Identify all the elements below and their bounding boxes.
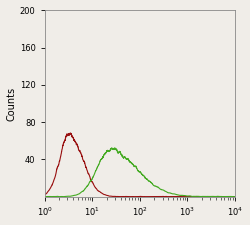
Y-axis label: Counts: Counts	[7, 86, 17, 121]
